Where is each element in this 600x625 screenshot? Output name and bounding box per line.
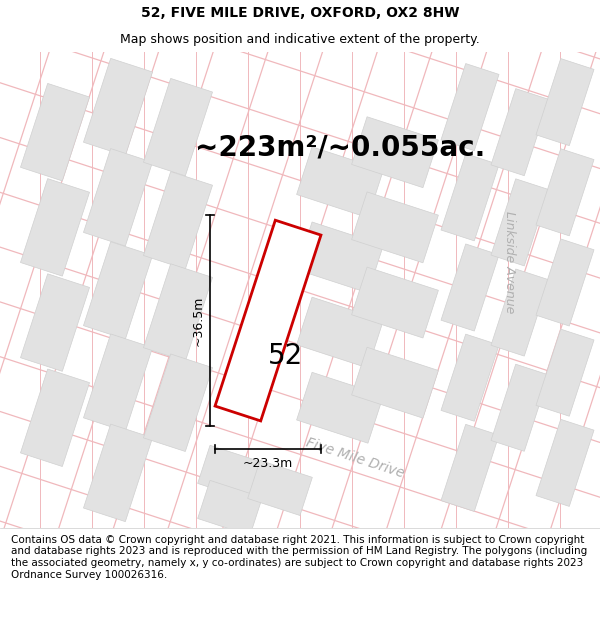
- Polygon shape: [352, 192, 439, 262]
- Polygon shape: [20, 179, 89, 276]
- Text: 52, FIVE MILE DRIVE, OXFORD, OX2 8HW: 52, FIVE MILE DRIVE, OXFORD, OX2 8HW: [141, 6, 459, 20]
- Polygon shape: [441, 244, 499, 331]
- Polygon shape: [352, 267, 439, 338]
- Polygon shape: [20, 274, 89, 371]
- Polygon shape: [536, 419, 594, 506]
- Polygon shape: [352, 117, 439, 188]
- Polygon shape: [536, 59, 594, 146]
- Text: 52: 52: [268, 342, 304, 369]
- Polygon shape: [296, 372, 383, 443]
- Polygon shape: [441, 424, 499, 511]
- Polygon shape: [83, 334, 152, 431]
- Text: ~36.5m: ~36.5m: [191, 296, 205, 346]
- Polygon shape: [441, 334, 499, 421]
- Polygon shape: [296, 222, 383, 293]
- Polygon shape: [143, 78, 212, 176]
- Polygon shape: [441, 154, 499, 241]
- Text: Linkside Avenue: Linkside Avenue: [503, 211, 517, 314]
- Polygon shape: [143, 172, 212, 269]
- Text: ~23.3m: ~23.3m: [243, 456, 293, 469]
- Polygon shape: [296, 147, 383, 218]
- Polygon shape: [83, 242, 152, 339]
- Text: Map shows position and indicative extent of the property.: Map shows position and indicative extent…: [120, 32, 480, 46]
- Polygon shape: [491, 89, 549, 176]
- Polygon shape: [83, 424, 152, 522]
- Polygon shape: [197, 445, 262, 501]
- Polygon shape: [352, 348, 439, 418]
- Polygon shape: [536, 239, 594, 326]
- Polygon shape: [83, 58, 152, 156]
- Polygon shape: [83, 149, 152, 246]
- Text: ~223m²/~0.055ac.: ~223m²/~0.055ac.: [195, 133, 485, 161]
- Polygon shape: [491, 269, 549, 356]
- Polygon shape: [197, 481, 262, 536]
- Text: Five Mile Drive: Five Mile Drive: [304, 436, 406, 481]
- Polygon shape: [248, 461, 313, 516]
- Polygon shape: [296, 297, 383, 368]
- Polygon shape: [491, 179, 549, 266]
- Polygon shape: [536, 329, 594, 416]
- Polygon shape: [536, 149, 594, 236]
- Polygon shape: [143, 354, 212, 451]
- Polygon shape: [491, 364, 549, 451]
- Polygon shape: [143, 264, 212, 361]
- Polygon shape: [441, 64, 499, 151]
- Text: Contains OS data © Crown copyright and database right 2021. This information is : Contains OS data © Crown copyright and d…: [11, 535, 587, 579]
- Polygon shape: [20, 83, 89, 181]
- Polygon shape: [20, 369, 89, 466]
- Polygon shape: [215, 220, 321, 421]
